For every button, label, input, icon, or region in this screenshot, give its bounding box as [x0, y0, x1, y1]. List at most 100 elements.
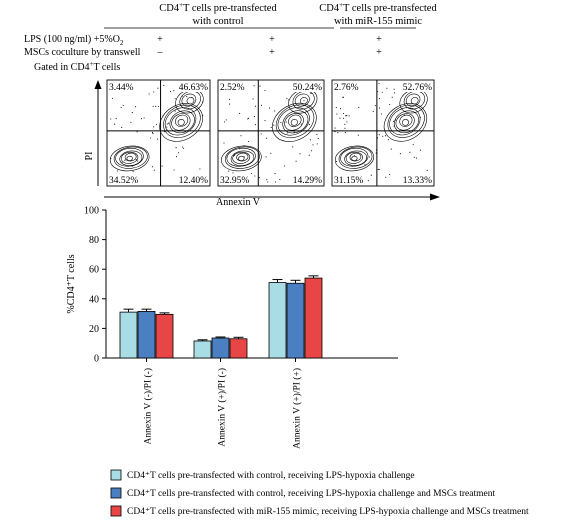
x-category-label: Annexin V (+)/PI (+) — [292, 368, 303, 449]
bar-chart: %CD4⁺T cells 0 20 40 60 80 100 Annexin V (-)/… — [66, 206, 398, 449]
group2-title-line1: CD4+T cells pre-transfected — [319, 1, 437, 14]
event-dot — [389, 173, 391, 175]
contour-line — [299, 97, 308, 105]
event-dot — [266, 137, 268, 139]
gated-label: Gated in CD4+T cells — [34, 60, 120, 73]
condition-mark: + — [269, 47, 275, 58]
x-category-label: Annexin V (-)/PI (-) — [143, 368, 154, 444]
event-dot — [264, 89, 266, 92]
bar — [268, 282, 287, 359]
event-dot — [372, 110, 374, 112]
event-dot — [293, 131, 295, 133]
event-dot — [270, 152, 272, 154]
event-dot — [153, 126, 155, 128]
event-dot — [342, 96, 344, 98]
contour-line — [171, 113, 191, 131]
contour-line — [238, 155, 245, 162]
event-dot — [131, 165, 133, 167]
event-dot — [273, 124, 275, 126]
quadrant-ul-value: 2.52% — [220, 83, 245, 93]
contour-line — [179, 90, 201, 110]
event-dot — [161, 165, 163, 167]
event-dot — [264, 120, 266, 122]
event-dot — [367, 180, 369, 182]
event-dot — [228, 98, 231, 100]
event-dot — [344, 127, 346, 129]
event-dot — [122, 104, 124, 106]
event-dot — [380, 113, 382, 115]
event-dot — [115, 118, 117, 120]
bar — [193, 340, 212, 359]
contour-line — [399, 114, 413, 127]
contour-line — [389, 107, 421, 136]
event-dot — [309, 124, 311, 126]
event-dot — [337, 132, 339, 134]
contour-line — [186, 97, 195, 105]
event-dot — [162, 115, 164, 117]
event-dot — [379, 107, 381, 109]
condition-mark: + — [269, 34, 275, 45]
event-dot — [143, 117, 145, 119]
contour-line — [334, 145, 375, 172]
event-dot — [299, 153, 301, 155]
contour-line — [236, 152, 249, 162]
contour-line — [175, 114, 189, 127]
quadrant-label-bg — [219, 81, 253, 92]
event-dot — [253, 85, 255, 87]
contour-line — [345, 151, 363, 164]
event-dot — [336, 161, 338, 163]
quadrant-label-bg — [108, 174, 142, 185]
event-dot — [378, 98, 380, 100]
contour-line — [277, 107, 310, 136]
event-dot — [252, 98, 254, 100]
quadrant-label-bg — [175, 81, 209, 92]
event-dot — [364, 164, 366, 166]
y-tick-label: 20 — [89, 324, 99, 335]
quadrant-ul-value: 2.76% — [334, 83, 359, 93]
event-dot — [268, 107, 271, 109]
flow-panel: 3.44% 46.63% 34.52% 12.40% — [106, 79, 211, 187]
event-dot — [153, 91, 155, 93]
event-dot — [274, 181, 277, 183]
event-dot — [387, 139, 389, 141]
flow-panel: 2.52% 50.24% 32.95% 14.29% — [217, 79, 325, 187]
event-dot — [409, 151, 411, 153]
condition-row-lps: LPS (100 ng/ml) +5%O2 + + + — [24, 34, 382, 47]
flow-panel: 2.76% 52.76% 31.15% 13.33% — [331, 79, 435, 187]
event-dot — [310, 92, 312, 95]
event-dot — [386, 87, 388, 89]
event-dot — [393, 125, 395, 127]
event-dot — [358, 106, 360, 108]
event-dot — [348, 115, 350, 117]
quadrant-label-bg — [108, 81, 142, 92]
event-dot — [124, 159, 126, 161]
event-dot — [260, 104, 263, 106]
y-tick-label: 80 — [89, 235, 99, 246]
legend-swatch — [110, 505, 122, 517]
event-dot — [136, 131, 138, 133]
event-dot — [409, 107, 411, 110]
event-dot — [378, 82, 380, 84]
event-dot — [223, 121, 226, 123]
event-dot — [114, 123, 116, 125]
contour-line — [119, 150, 143, 166]
event-dot — [334, 131, 336, 133]
group2-title: CD4+T cells pre-transfected with miR-155… — [319, 1, 437, 29]
event-dot — [121, 161, 123, 163]
contour-line — [115, 147, 144, 167]
event-dot — [196, 108, 198, 110]
condition-mark: + — [157, 34, 163, 45]
group1-title-line1: CD4+T cells pre-transfected — [159, 1, 277, 14]
legend-item: CD4⁺T cells pre-transfected with control… — [110, 469, 415, 481]
event-dot — [238, 148, 240, 150]
contour-line — [221, 145, 262, 172]
event-dot — [368, 156, 370, 158]
bar — [137, 310, 156, 359]
contour-line — [230, 150, 255, 166]
contour-line — [344, 150, 367, 166]
flow-y-axis-label: PI — [84, 152, 95, 161]
event-dot — [137, 160, 139, 162]
bar — [286, 282, 305, 359]
contour-line — [109, 145, 150, 172]
